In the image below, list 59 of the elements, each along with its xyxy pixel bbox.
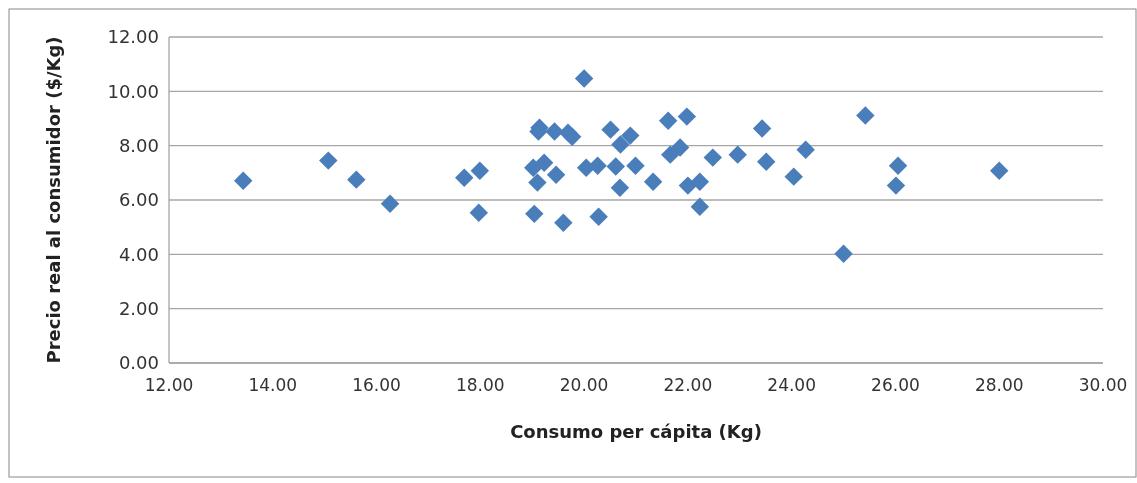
point: [380, 194, 400, 214]
x-tick-label: 18.00: [456, 375, 505, 395]
point: [888, 156, 908, 175]
point: [525, 204, 544, 224]
x-tick-label: 22.00: [663, 375, 713, 395]
point: [690, 197, 710, 217]
point: [610, 178, 630, 197]
x-tick-label: 12.00: [144, 375, 194, 395]
y-axis-title: Precio real al consumidor ($/Kg): [43, 36, 64, 364]
x-axis-title: Consumo per cápita (Kg): [510, 421, 762, 442]
point: [470, 161, 490, 180]
point: [601, 120, 620, 139]
point: [703, 148, 723, 167]
point: [752, 119, 772, 138]
point: [319, 151, 338, 170]
point: [528, 173, 547, 192]
point: [606, 157, 625, 176]
point: [784, 167, 803, 186]
point: [643, 172, 663, 192]
point: [626, 156, 645, 175]
y-tick-label: 10.00: [107, 80, 159, 102]
y-tick-label: 4.00: [118, 243, 159, 265]
point: [347, 170, 366, 189]
x-tick-label: 16.00: [352, 375, 401, 395]
point: [554, 213, 573, 233]
point: [658, 111, 678, 130]
point: [455, 168, 474, 187]
point: [728, 145, 747, 164]
point: [990, 161, 1009, 180]
point: [546, 165, 566, 184]
y-tick-label: 8.00: [118, 134, 159, 156]
point: [670, 138, 690, 157]
point: [233, 171, 253, 190]
point: [589, 207, 608, 227]
y-tick-label: 12.00: [107, 26, 159, 48]
point: [469, 203, 488, 222]
point: [574, 69, 594, 88]
x-tick-label: 28.00: [974, 375, 1024, 395]
point: [611, 135, 630, 154]
point: [621, 126, 640, 145]
point: [757, 152, 776, 171]
point: [886, 176, 906, 195]
x-tick-label: 20.00: [559, 375, 609, 395]
x-tick-label: 24.00: [767, 375, 816, 395]
point: [562, 127, 582, 146]
x-tick-label: 30.00: [1078, 375, 1128, 395]
point: [545, 122, 564, 141]
point: [856, 106, 875, 125]
point: [534, 153, 554, 172]
point: [796, 140, 815, 159]
point: [677, 107, 697, 126]
x-tick-label: 26.00: [871, 375, 920, 395]
y-tick-label: 6.00: [118, 189, 159, 211]
x-tick-label: 14.00: [248, 375, 298, 395]
point: [834, 244, 853, 264]
y-tick-label: 2.00: [118, 297, 159, 319]
y-tick-label: 0.00: [118, 352, 159, 374]
point: [661, 145, 680, 164]
point: [690, 172, 710, 192]
